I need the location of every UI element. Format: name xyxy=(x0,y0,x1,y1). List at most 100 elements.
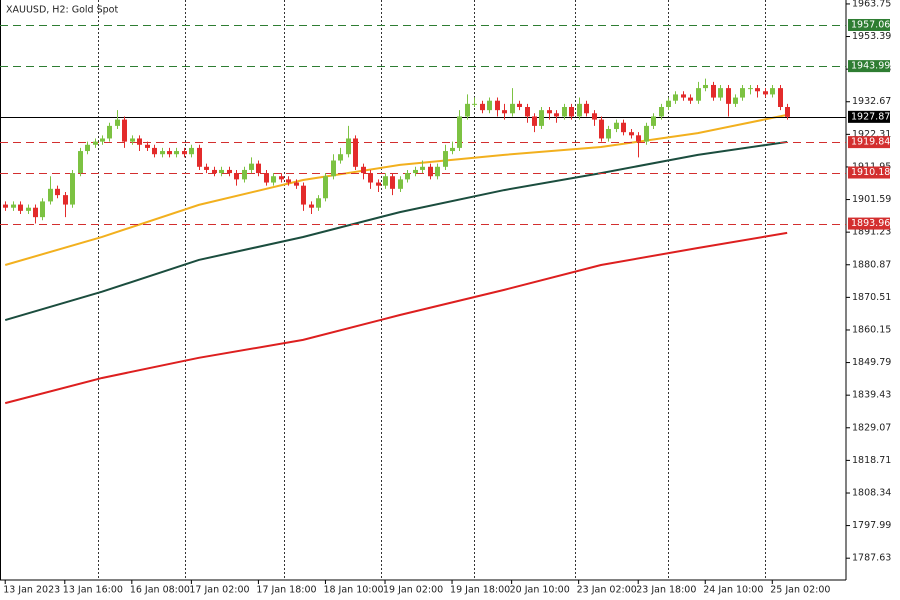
x-tick-label: 18 Jan 10:00 xyxy=(323,585,383,596)
candle-body xyxy=(532,116,537,126)
candle-body xyxy=(435,166,440,177)
candle-body xyxy=(495,100,500,111)
candle-body xyxy=(592,113,597,120)
candle-body xyxy=(636,135,641,142)
candle-body xyxy=(428,166,433,177)
candle-body xyxy=(465,103,470,117)
candle-body xyxy=(562,106,567,117)
candle-body xyxy=(227,169,232,174)
candle-body xyxy=(3,204,8,208)
candle-body xyxy=(740,88,745,98)
candle-body xyxy=(569,106,574,117)
candle-body xyxy=(145,144,150,148)
x-tick-label: 20 Jan 10:00 xyxy=(510,585,570,596)
candle-body xyxy=(755,88,760,92)
x-tick-label: 13 Jan 2023 xyxy=(3,585,60,596)
candle-body xyxy=(264,173,269,183)
candle-body xyxy=(525,106,530,117)
candle-body xyxy=(70,173,75,205)
candle-body xyxy=(577,103,582,117)
candle-body xyxy=(673,94,678,101)
candle-body xyxy=(621,122,626,133)
candle-body xyxy=(502,110,507,114)
candle-body xyxy=(204,166,209,170)
candle-body xyxy=(40,201,45,218)
candle-body xyxy=(309,204,314,208)
candle-body xyxy=(279,176,284,180)
candle-body xyxy=(390,176,395,189)
candle-body xyxy=(361,166,366,174)
candle-body xyxy=(100,138,105,142)
candle-body xyxy=(353,138,358,167)
candle-body xyxy=(785,106,790,117)
candle-body xyxy=(271,176,276,183)
candle-body xyxy=(93,141,98,145)
candle-body xyxy=(770,88,775,95)
candle-body xyxy=(33,207,38,218)
candle-body xyxy=(78,151,83,174)
y-tick-label: 1860.15 xyxy=(852,324,891,335)
candle-body xyxy=(405,173,410,180)
x-tick-label: 25 Jan 02:00 xyxy=(770,585,830,596)
candle-body xyxy=(338,154,343,161)
x-tick-label: 23 Jan 02:00 xyxy=(577,585,637,596)
candle-body xyxy=(316,198,321,208)
candle-body xyxy=(472,103,477,105)
y-tick-label: 1849.79 xyxy=(852,357,891,368)
y-tick-label: 1963.75 xyxy=(852,0,891,9)
candle-body xyxy=(286,179,291,183)
candle-body xyxy=(711,84,716,98)
candle-body xyxy=(182,151,187,155)
price-level-label: 1927.87 xyxy=(851,111,890,122)
candle-body xyxy=(457,116,462,148)
candle-body xyxy=(413,169,418,174)
candle-body xyxy=(584,103,589,114)
y-tick-label: 1787.63 xyxy=(852,553,891,564)
candle-body xyxy=(294,182,299,186)
x-tick-label: 16 Jan 08:00 xyxy=(130,585,190,596)
price-level-box xyxy=(848,18,890,31)
candle-body xyxy=(696,88,701,101)
x-tick-label: 13 Jan 16:00 xyxy=(63,585,123,596)
candle-body xyxy=(137,138,142,145)
candle-body xyxy=(606,129,611,139)
candle-body xyxy=(234,173,239,180)
candle-body xyxy=(733,97,738,104)
x-tick-label: 17 Jan 02:00 xyxy=(189,585,249,596)
candle-body xyxy=(55,188,60,196)
candle-body xyxy=(383,176,388,186)
candle-body xyxy=(599,119,604,139)
x-tick-label: 17 Jan 18:00 xyxy=(256,585,316,596)
price-level-label: 1893.96 xyxy=(851,218,890,229)
candle-body xyxy=(48,188,53,202)
price-level-label: 1957.06 xyxy=(851,19,890,30)
candle-body xyxy=(130,138,135,142)
candle-body xyxy=(242,169,247,180)
candle-body xyxy=(703,84,708,89)
candle-body xyxy=(517,103,522,107)
price-level-box xyxy=(848,110,890,123)
y-tick-label: 1891.23 xyxy=(852,227,891,238)
candle-body xyxy=(107,125,112,139)
y-tick-label: 1880.87 xyxy=(852,259,891,270)
chart-title: XAUUSD, H2: Gold Spot xyxy=(6,5,118,16)
candle-body xyxy=(398,179,403,189)
price-level-label: 1919.84 xyxy=(851,137,890,148)
candle-body xyxy=(614,122,619,130)
candle-body xyxy=(644,125,649,142)
y-tick-label: 1901.59 xyxy=(852,194,891,205)
candle-body xyxy=(167,151,172,155)
candle-body xyxy=(554,113,559,117)
y-tick-label: 1808.34 xyxy=(852,488,891,499)
candle-body xyxy=(323,176,328,199)
y-tick-label: 1829.07 xyxy=(852,422,891,433)
candle-body xyxy=(122,119,127,142)
moving-average-line xyxy=(4,113,788,266)
candle-body xyxy=(85,144,90,152)
candle-body xyxy=(212,169,217,174)
candle-body xyxy=(659,106,664,117)
candle-body xyxy=(219,169,224,174)
x-tick-label: 19 Jan 18:00 xyxy=(450,585,510,596)
